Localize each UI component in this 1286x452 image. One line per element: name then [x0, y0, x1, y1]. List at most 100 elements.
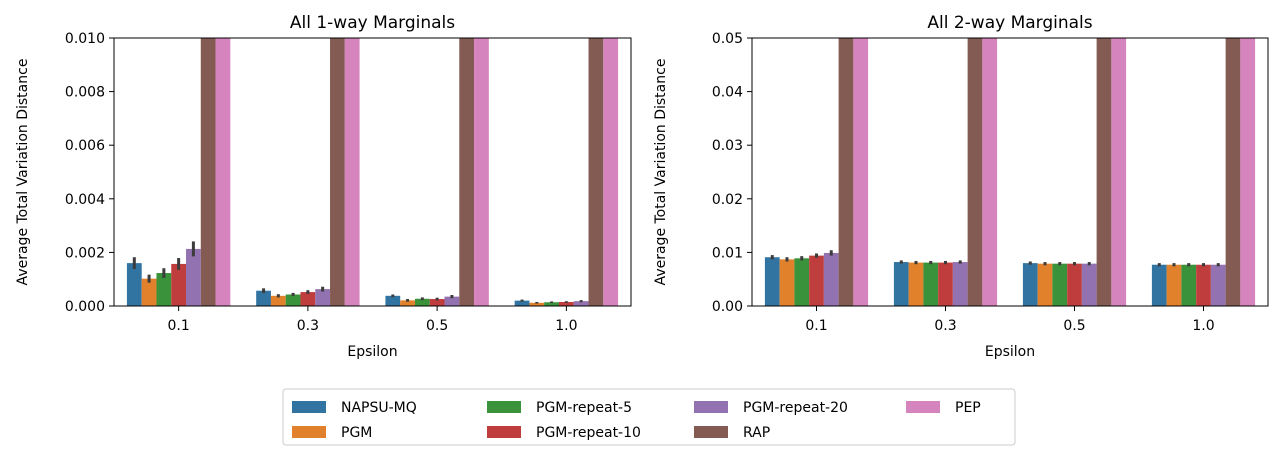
chart-legend: NAPSU-MQ PGM PGM-repeat-5 PGM-repeat-10 PGM-… — [282, 388, 1016, 446]
bar-pep-0.1 — [853, 38, 869, 306]
bar-pep-0.3 — [982, 38, 998, 306]
y-tick-label: 0.00 — [712, 299, 743, 315]
bar-pgm-repeat-10-1.0 — [558, 301, 574, 306]
bar-napsu-mq-0.3 — [256, 290, 271, 306]
legend-label-pgm-repeat-5: PGM-repeat-5 — [536, 400, 632, 416]
bar-pgm-repeat-20-0.3 — [315, 289, 331, 306]
bar-pgm-0.5 — [1037, 263, 1053, 306]
bar-pep-0.5 — [474, 38, 489, 306]
x-axis-label: Epsilon — [347, 344, 397, 360]
x-tick-label: 0.5 — [426, 318, 448, 334]
bar-pgm-repeat-20-1.0 — [573, 301, 589, 306]
bar-pgm-repeat-20-1.0 — [1210, 264, 1226, 306]
bar-pgm-repeat-5-0.5 — [414, 298, 430, 306]
bar-rap-0.1 — [200, 38, 216, 306]
bar-pgm-0.5 — [400, 300, 415, 306]
bar-pgm-repeat-10-0.3 — [938, 262, 953, 306]
y-tick-label: 0.002 — [65, 245, 105, 261]
bar-pep-0.1 — [215, 38, 231, 306]
y-tick-label: 0.004 — [65, 192, 105, 208]
y-tick-label: 0.008 — [65, 85, 105, 101]
legend-label-pgm-repeat-20: PGM-repeat-20 — [743, 400, 848, 416]
legend-swatch-pgm-repeat-20 — [694, 401, 728, 413]
y-tick-label: 0.01 — [712, 245, 743, 261]
bar-rap-0.3 — [967, 38, 983, 306]
bar-pep-1.0 — [1240, 38, 1256, 306]
x-tick-label: 0.1 — [805, 318, 827, 334]
y-axis-label: Average Total Variation Distance — [15, 59, 31, 286]
bars-layer — [764, 38, 1256, 306]
bar-pgm-0.1 — [779, 259, 795, 306]
bar-pgm-repeat-20-0.3 — [952, 262, 968, 306]
bar-rap-1.0 — [588, 38, 604, 306]
bar-pgm-repeat-20-0.5 — [444, 296, 460, 306]
x-tick-label: 0.3 — [934, 318, 956, 334]
y-tick-label: 0.02 — [712, 192, 743, 208]
legend-box — [282, 388, 1016, 446]
chart-title: All 2-way Marginals — [927, 13, 1092, 33]
x-tick-label: 0.5 — [1063, 318, 1085, 334]
legend-swatch-pgm — [292, 426, 326, 438]
bar-napsu-mq-0.1 — [764, 257, 780, 306]
bar-rap-1.0 — [1225, 38, 1241, 306]
bar-napsu-mq-1.0 — [514, 300, 530, 306]
bar-rap-0.1 — [838, 38, 854, 306]
bar-pgm-repeat-5-1.0 — [544, 302, 559, 306]
y-tick-label: 0.010 — [65, 31, 105, 47]
bar-pgm-repeat-10-0.1 — [809, 255, 824, 306]
legend-label-pgm-repeat-10: PGM-repeat-10 — [536, 425, 641, 441]
legend-label-pep: PEP — [955, 400, 981, 416]
bar-napsu-mq-0.3 — [893, 262, 909, 306]
bar-pgm-repeat-5-0.1 — [794, 258, 810, 306]
x-tick-label: 0.3 — [297, 318, 319, 334]
bar-pgm-repeat-20-0.1 — [823, 252, 839, 306]
bar-pgm-repeat-10-0.5 — [1067, 263, 1082, 306]
bar-pep-0.3 — [344, 38, 360, 306]
legend-swatch-napsu-mq — [292, 401, 326, 413]
bars-layer — [126, 38, 619, 306]
bar-rap-0.5 — [459, 38, 475, 306]
x-tick-label: 1.0 — [1192, 318, 1214, 334]
x-axis-label: Epsilon — [985, 344, 1035, 360]
bar-pgm-repeat-10-0.1 — [171, 263, 187, 306]
bar-napsu-mq-0.5 — [385, 295, 401, 306]
bar-pgm-repeat-5-0.5 — [1052, 263, 1068, 306]
chart-panel-2way: 0.00 0.01 0.02 0.03 0.04 0.05 0.1 0.3 0.5 1.0 All … — [653, 13, 1269, 360]
chart-panel-1way: 0.000 0.002 0.004 0.006 0.008 0.010 0.1 0.3 0.5 1… — [15, 13, 632, 360]
bar-pgm-1.0 — [529, 302, 545, 306]
bar-pgm-repeat-10-0.5 — [429, 299, 445, 306]
bar-pgm-repeat-5-0.3 — [923, 262, 939, 306]
bar-pgm-0.1 — [141, 278, 157, 306]
legend-swatch-pgm-repeat-10 — [487, 426, 521, 438]
bar-rap-0.5 — [1096, 38, 1112, 306]
plot-frame — [751, 37, 1269, 307]
legend-swatch-pgm-repeat-5 — [487, 401, 521, 413]
legend-label-pgm: PGM — [341, 425, 372, 441]
y-tick-label: 0.03 — [712, 138, 743, 154]
legend-label-rap: RAP — [743, 425, 770, 441]
y-tick-label: 0.04 — [712, 85, 743, 101]
plot-frame — [113, 37, 632, 307]
legend-swatch-rap — [694, 426, 728, 438]
bar-pgm-0.3 — [270, 295, 286, 306]
bar-pgm-repeat-20-0.1 — [186, 248, 201, 306]
bar-pgm-0.3 — [908, 262, 924, 306]
bar-pgm-repeat-10-1.0 — [1196, 264, 1211, 306]
y-tick-label: 0.006 — [65, 138, 105, 154]
x-tick-label: 0.1 — [167, 318, 189, 334]
bar-napsu-mq-0.1 — [126, 263, 142, 306]
bar-pgm-1.0 — [1166, 264, 1182, 306]
bar-pgm-repeat-5-0.3 — [285, 294, 301, 306]
bar-pgm-repeat-10-0.3 — [300, 292, 316, 306]
legend-label-napsu-mq: NAPSU-MQ — [341, 400, 417, 416]
y-tick-label: 0.05 — [712, 31, 743, 47]
bar-napsu-mq-0.5 — [1022, 263, 1038, 306]
y-axis-label: Average Total Variation Distance — [653, 59, 669, 286]
bar-rap-0.3 — [330, 38, 345, 306]
chart-title: All 1-way Marginals — [290, 13, 455, 33]
bar-pep-0.5 — [1111, 38, 1127, 306]
bar-pgm-repeat-5-0.1 — [156, 273, 172, 306]
legend-swatch-pep — [906, 401, 940, 413]
